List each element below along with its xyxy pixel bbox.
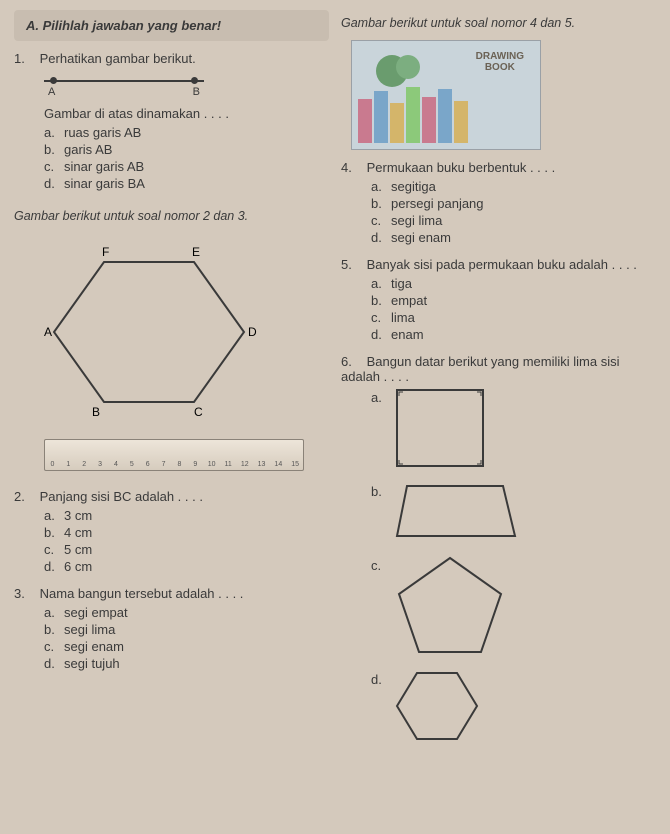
question-6: 6. Bangun datar berikut yang memiliki li… xyxy=(341,354,656,758)
opt-d: sinar garis BA xyxy=(64,176,145,191)
opt-b: segi lima xyxy=(64,622,115,637)
opt-b-label: b. xyxy=(371,482,395,499)
opt-b: garis AB xyxy=(64,142,112,157)
options: a.tiga b.empat c.lima d.enam xyxy=(371,276,656,342)
opt-b: 4 cm xyxy=(64,525,92,540)
opt-d: segi tujuh xyxy=(64,656,120,671)
q-number: 5. xyxy=(341,257,363,272)
q-stem: Permukaan buku berbentuk . . . . xyxy=(367,160,556,175)
q-number: 2. xyxy=(14,489,36,504)
question-5: 5. Banyak sisi pada permukaan buku adala… xyxy=(341,257,656,344)
hexagon-figure: F E A D B C xyxy=(44,237,264,437)
trapezoid-icon xyxy=(395,482,517,542)
opt-c: 5 cm xyxy=(64,542,92,557)
opt-a-label: a. xyxy=(371,388,395,405)
q-number: 3. xyxy=(14,586,36,601)
q-stem: Perhatikan gambar berikut. xyxy=(40,51,196,66)
q-number: 1. xyxy=(14,51,36,66)
q-stem: Nama bangun tersebut adalah . . . . xyxy=(40,586,244,601)
q-stem: Bangun datar berikut yang memiliki lima … xyxy=(341,354,620,384)
hex-label-c: C xyxy=(194,405,203,419)
square-icon xyxy=(395,388,485,468)
opt-d-label: d. xyxy=(371,670,395,687)
opt-d: segi enam xyxy=(391,230,451,245)
context-4-5: Gambar berikut untuk soal nomor 4 dan 5. xyxy=(341,16,656,30)
opt-b: persegi panjang xyxy=(391,196,484,211)
opt-b: empat xyxy=(391,293,427,308)
line-segment-figure: A B xyxy=(44,74,329,98)
opt-c: lima xyxy=(391,310,415,325)
opt-d: enam xyxy=(391,327,424,342)
hex-label-a: A xyxy=(44,325,52,339)
opt-c: segi lima xyxy=(391,213,442,228)
seg-label-a: A xyxy=(48,86,55,98)
opt-a: 3 cm xyxy=(64,508,92,523)
q-number: 4. xyxy=(341,160,363,175)
opt-c-label: c. xyxy=(371,556,395,573)
opt-c: sinar garis AB xyxy=(64,159,144,174)
options: a.segi empat b.segi lima c.segi enam d.s… xyxy=(44,605,329,671)
hex-label-e: E xyxy=(192,245,200,259)
section-header: A. Pilihlah jawaban yang benar! xyxy=(14,10,329,41)
opt-a: segitiga xyxy=(391,179,436,194)
seg-label-b: B xyxy=(193,86,200,98)
question-2: 2. Panjang sisi BC adalah . . . . a.3 cm… xyxy=(14,489,329,576)
context-2-3: Gambar berikut untuk soal nomor 2 dan 3. xyxy=(14,209,329,223)
options: a.segitiga b.persegi panjang c.segi lima… xyxy=(371,179,656,245)
hex-label-d: D xyxy=(248,325,257,339)
options: a.ruas garis AB b.garis AB c.sinar garis… xyxy=(44,125,329,191)
q-stem: Banyak sisi pada permukaan buku adalah .… xyxy=(367,257,637,272)
right-column: Gambar berikut untuk soal nomor 4 dan 5.… xyxy=(341,10,656,824)
pentagon-icon xyxy=(395,556,507,656)
q-number: 6. xyxy=(341,354,363,369)
left-column: A. Pilihlah jawaban yang benar! 1. Perha… xyxy=(14,10,329,824)
shape-options: a. b. c. d. xyxy=(371,388,656,744)
question-4: 4. Permukaan buku berbentuk . . . . a.se… xyxy=(341,160,656,247)
hex-label-b: B xyxy=(92,405,100,419)
hex-label-f: F xyxy=(102,245,109,259)
question-3: 3. Nama bangun tersebut adalah . . . . a… xyxy=(14,586,329,673)
hexagon-icon xyxy=(395,670,481,744)
opt-c: segi enam xyxy=(64,639,124,654)
question-1: 1. Perhatikan gambar berikut. A B Gambar… xyxy=(14,51,329,193)
ruler: 0123456789101112131415 xyxy=(44,439,304,471)
q-substem: Gambar di atas dinamakan . . . . xyxy=(44,106,329,121)
book-image: DRAWING BOOK xyxy=(351,40,541,150)
opt-a: ruas garis AB xyxy=(64,125,141,140)
opt-a: segi empat xyxy=(64,605,128,620)
q-stem: Panjang sisi BC adalah . . . . xyxy=(40,489,203,504)
options: a.3 cm b.4 cm c.5 cm d.6 cm xyxy=(44,508,329,574)
opt-d: 6 cm xyxy=(64,559,92,574)
opt-a: tiga xyxy=(391,276,412,291)
